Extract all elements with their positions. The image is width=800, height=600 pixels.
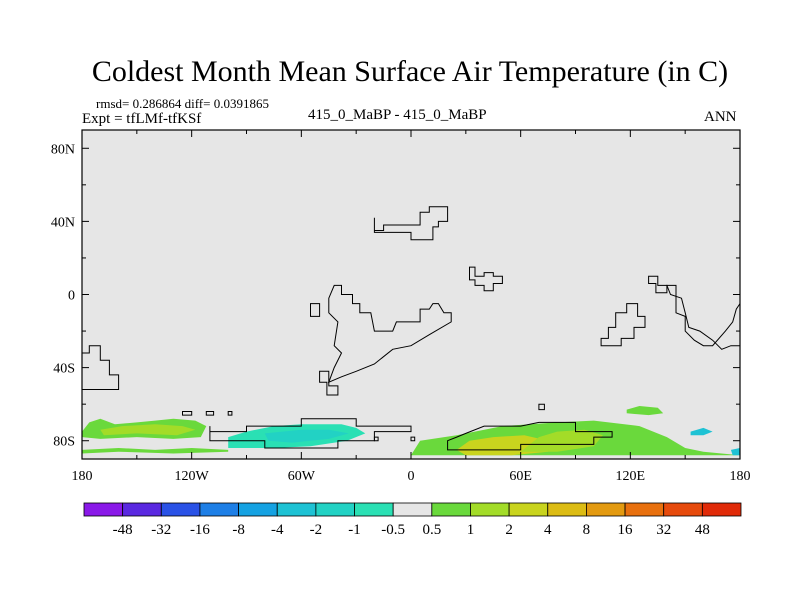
x-tick-label: 180 bbox=[730, 469, 751, 484]
colorbar-label: -48 bbox=[113, 522, 133, 538]
colorbar-label: 16 bbox=[618, 522, 634, 538]
colorbar-label: -8 bbox=[232, 522, 245, 538]
x-tick-label: 60E bbox=[509, 469, 532, 484]
colorbar-label: 32 bbox=[656, 522, 671, 538]
plot-area bbox=[82, 130, 740, 459]
colorbar-swatch bbox=[239, 503, 278, 516]
colorbar-label: -4 bbox=[271, 522, 284, 538]
colorbar-label: 1 bbox=[467, 522, 475, 538]
colorbar-swatch bbox=[161, 503, 200, 516]
colorbar-label: 4 bbox=[544, 522, 552, 538]
colorbar-swatch bbox=[509, 503, 548, 516]
colorbar-swatch bbox=[432, 503, 471, 516]
colorbar-label: -0.5 bbox=[381, 522, 405, 538]
x-tick-label: 120W bbox=[175, 469, 210, 484]
colorbar-swatch bbox=[625, 503, 664, 516]
x-tick-label: 60W bbox=[288, 469, 316, 484]
colorbar-label: 48 bbox=[695, 522, 710, 538]
colorbar-swatch bbox=[200, 503, 239, 516]
colorbar-swatch bbox=[702, 503, 741, 516]
y-tick-label: 0 bbox=[68, 289, 75, 304]
colorbar-swatch bbox=[84, 503, 123, 516]
x-tick-label: 0 bbox=[408, 469, 415, 484]
x-tick-label: 180 bbox=[72, 469, 93, 484]
colorbar-swatch bbox=[277, 503, 316, 516]
colorbar-swatch bbox=[316, 503, 355, 516]
y-tick-label: 80N bbox=[51, 142, 75, 157]
colorbar-swatch bbox=[355, 503, 394, 516]
colorbar-label: 0.5 bbox=[422, 522, 441, 538]
colorbar-swatch bbox=[393, 503, 432, 516]
colorbar-label: -16 bbox=[190, 522, 210, 538]
x-tick-label: 120E bbox=[616, 469, 646, 484]
colorbar-swatch bbox=[548, 503, 587, 516]
y-tick-label: 80S bbox=[53, 435, 75, 450]
map-chart: 180 120W 60W 0 60E 120E 18080N40N040S80S -48 -3… bbox=[0, 0, 800, 600]
colorbar-swatch bbox=[123, 503, 162, 516]
colorbar-label: 8 bbox=[583, 522, 591, 538]
colorbar-label: -32 bbox=[151, 522, 171, 538]
colorbar-swatch bbox=[586, 503, 625, 516]
colorbar-label: -1 bbox=[348, 522, 361, 538]
colorbar-swatch bbox=[664, 503, 703, 516]
colorbar-swatch bbox=[470, 503, 509, 516]
colorbar-label: 2 bbox=[505, 522, 513, 538]
y-tick-label: 40N bbox=[51, 215, 75, 230]
colorbar: -48 -32 -16 -8 -4 -2 -1 -0.5 0.5 1 2 4 8 16 32 48 bbox=[84, 503, 741, 538]
colorbar-label: -2 bbox=[310, 522, 323, 538]
y-tick-label: 40S bbox=[53, 362, 75, 377]
